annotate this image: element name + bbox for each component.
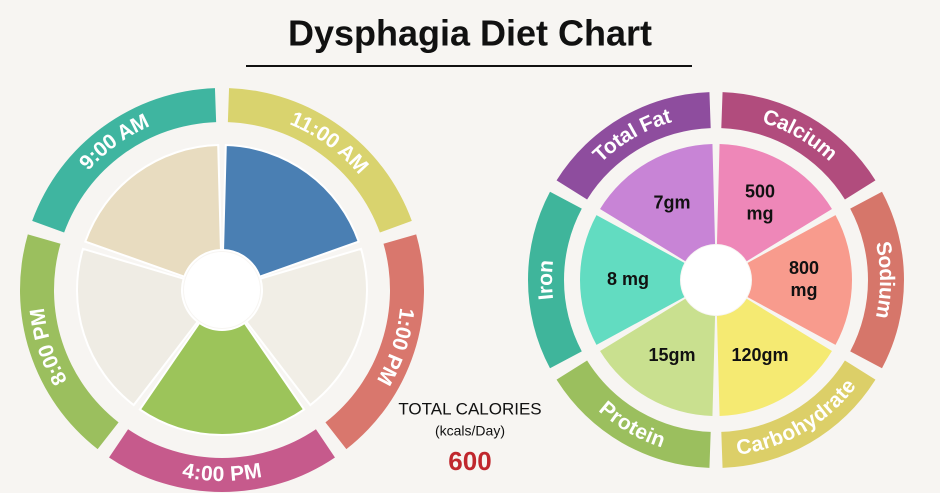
nutrient-band bbox=[556, 360, 711, 468]
nutrient-sector bbox=[716, 298, 832, 416]
nutrient-value: 15gm bbox=[648, 345, 695, 365]
food-photo bbox=[138, 321, 306, 436]
meal-time-label: 4:00 PM bbox=[181, 459, 264, 486]
nutrient-value: 800 bbox=[789, 258, 819, 278]
nutrient-sector bbox=[600, 298, 716, 416]
nutrient-value: mg bbox=[747, 204, 774, 224]
nutrient-band bbox=[528, 191, 582, 369]
center-circle bbox=[681, 245, 751, 315]
calories-label: TOTAL CALORIES bbox=[398, 399, 541, 418]
nutrient-value: 8 mg bbox=[607, 269, 649, 289]
nutrient-sector bbox=[600, 144, 716, 262]
nutrient-value: 7gm bbox=[653, 193, 690, 213]
meal-band bbox=[109, 429, 335, 493]
nutrient-label: Sodium bbox=[871, 239, 898, 320]
nutrient-value: 500 bbox=[745, 182, 775, 202]
nutrient-sector bbox=[580, 215, 685, 345]
nutrient-value: 120gm bbox=[731, 345, 788, 365]
nutrient-value: mg bbox=[791, 280, 818, 300]
meal-band bbox=[19, 234, 119, 450]
nutrient-sector bbox=[716, 144, 832, 262]
nutrient-band bbox=[850, 191, 904, 369]
calories-value: 600 bbox=[448, 446, 491, 476]
nutrient-band bbox=[721, 360, 876, 468]
nutrient-label: Sodium bbox=[871, 239, 898, 320]
food-photo bbox=[244, 247, 368, 407]
meal-time-label: 4:00 PM bbox=[181, 459, 264, 486]
nutrient-band bbox=[721, 92, 876, 200]
nutrient-band bbox=[556, 92, 711, 200]
calories-unit: (kcals/Day) bbox=[435, 423, 505, 439]
food-photo bbox=[76, 247, 200, 407]
nutrient-sector bbox=[747, 215, 852, 345]
meal-band bbox=[32, 88, 217, 233]
food-photo bbox=[222, 144, 360, 278]
food-photo bbox=[84, 144, 222, 278]
meal-band bbox=[325, 234, 425, 450]
title: Dysphagia Diet Chart bbox=[288, 13, 652, 54]
meal-band bbox=[227, 88, 412, 233]
center-circle bbox=[184, 252, 260, 328]
